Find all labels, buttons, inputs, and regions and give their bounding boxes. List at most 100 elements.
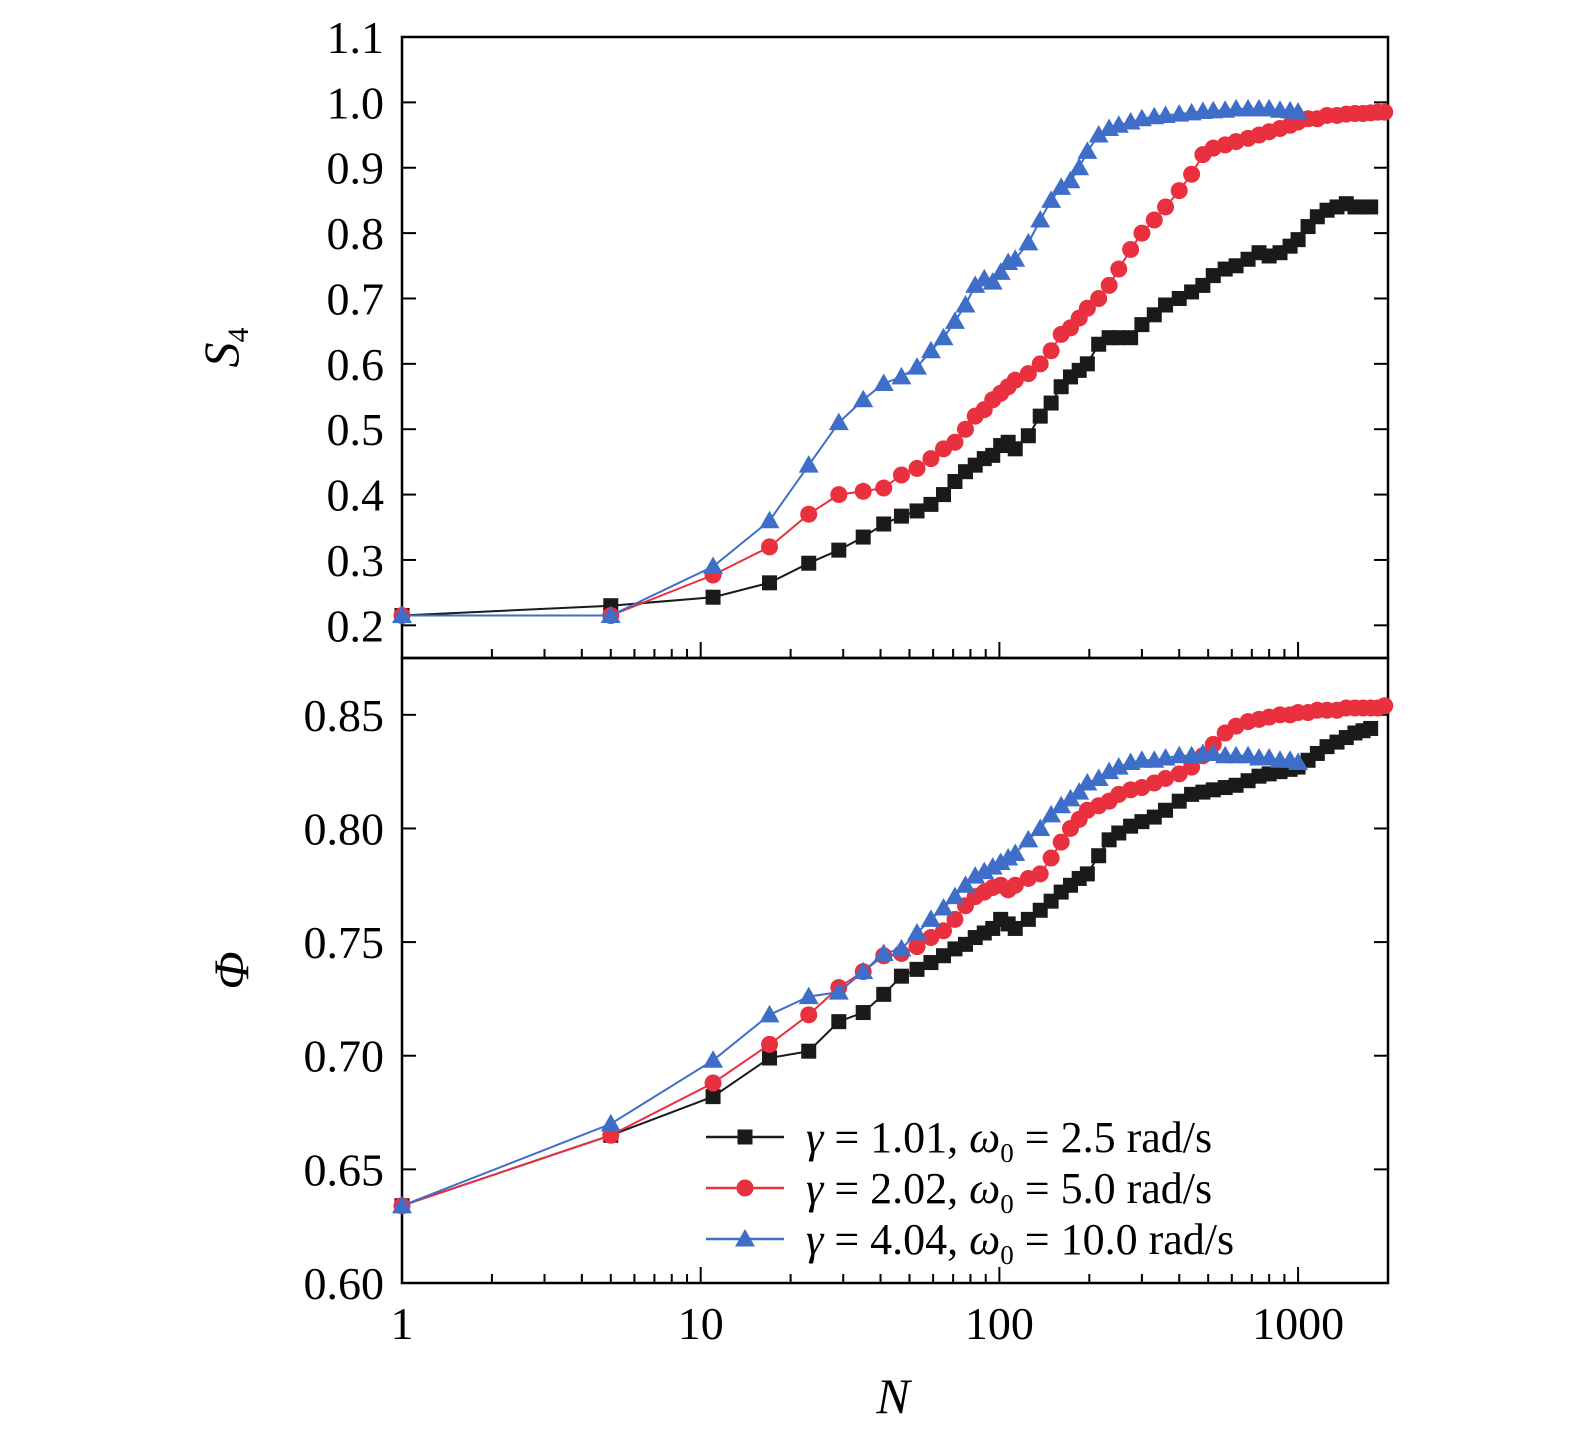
data-point <box>893 508 909 524</box>
data-point <box>1184 786 1200 802</box>
data-point <box>891 366 912 385</box>
data-point <box>1007 441 1023 457</box>
data-point <box>1133 224 1151 242</box>
data-point <box>1288 752 1309 771</box>
series-triangle <box>392 743 1309 1214</box>
data-point <box>907 357 928 375</box>
data-point <box>873 943 894 961</box>
y-tick-label: 0.60 <box>304 1258 385 1309</box>
plot-layer: 0.2 0.3 0.4 0.5 0.6 0.7 0.8 0.9 1.0 1.1 S4 0.60 0.65… <box>193 12 1394 1424</box>
data-point <box>1111 330 1127 346</box>
data-point <box>854 482 872 500</box>
data-point <box>600 1113 621 1132</box>
data-point <box>1158 297 1174 313</box>
data-point <box>761 538 779 556</box>
data-point <box>600 605 621 624</box>
data-point <box>1134 317 1150 333</box>
data-point <box>798 455 819 473</box>
plot-frame <box>400 656 1390 1285</box>
data-point <box>955 875 976 893</box>
y-tick-label: 0.8 <box>327 208 385 259</box>
data-point <box>1020 911 1036 927</box>
data-point <box>1376 697 1394 715</box>
data-point <box>1100 276 1118 294</box>
data-point <box>1155 105 1176 123</box>
data-point <box>1032 408 1048 424</box>
data-point <box>956 420 974 438</box>
data-point <box>1158 802 1174 818</box>
data-point <box>1203 743 1224 761</box>
y-tick-label: 0.85 <box>304 690 385 741</box>
data-point <box>1043 395 1059 411</box>
data-point <box>830 486 848 504</box>
data-point <box>1146 307 1162 323</box>
data-point <box>1051 177 1072 195</box>
legend-entry: γ = 4.04, ω0 = 10.0 rad/s <box>706 1215 1234 1270</box>
data-point <box>909 503 925 519</box>
data-point <box>1069 782 1090 800</box>
panel-bottom: 0.60 0.65 0.70 0.75 0.80 0.85 1 10 100 1000 N Φγ = … <box>203 656 1394 1424</box>
x-axis-title: N <box>875 1368 912 1424</box>
data-point <box>944 886 965 905</box>
legend-gamma-value: = 4.04, <box>823 1215 969 1264</box>
data-point <box>1205 782 1221 798</box>
legend-omega-sub: 0 <box>1000 1240 1014 1270</box>
legend-gamma-value: = 2.02, <box>823 1164 969 1213</box>
data-point <box>922 929 940 947</box>
data-point <box>392 605 412 624</box>
data-point <box>1157 198 1175 216</box>
data-point <box>944 311 965 329</box>
data-point <box>920 340 941 359</box>
y-tick-label: 0.2 <box>327 600 385 651</box>
data-point <box>933 327 954 346</box>
data-point <box>762 1050 778 1066</box>
data-point <box>705 1089 721 1105</box>
data-point <box>893 968 909 984</box>
legend-marker <box>737 1129 753 1145</box>
data-point <box>908 938 926 956</box>
x-tick-label: 10 <box>678 1298 724 1349</box>
y-tick-label: 0.4 <box>327 470 385 521</box>
y-tick-label: 0.70 <box>304 1031 385 1082</box>
y-tick-label: 0.6 <box>327 339 385 390</box>
y-tick-label: 0.9 <box>327 143 385 194</box>
data-point <box>923 955 939 971</box>
data-point <box>1134 814 1150 830</box>
data-point <box>1110 260 1128 278</box>
data-point <box>1019 365 1037 383</box>
data-point <box>1228 777 1244 793</box>
data-point <box>1077 773 1098 791</box>
series-square <box>394 196 1379 624</box>
legend-gamma: γ <box>806 1164 825 1213</box>
legend-omega-value: = 2.5 rad/s <box>1014 1113 1212 1162</box>
data-point <box>965 866 986 884</box>
data-point <box>1078 299 1096 317</box>
data-point <box>704 1074 722 1092</box>
data-point <box>974 861 995 880</box>
data-point <box>831 1014 847 1030</box>
data-point <box>705 589 721 605</box>
data-point <box>1091 848 1107 864</box>
data-point <box>982 272 1003 290</box>
data-point <box>801 555 817 571</box>
legend-omega: ω <box>969 1164 1000 1213</box>
y-tick-label: 0.7 <box>327 273 385 324</box>
data-point <box>853 389 874 408</box>
data-point <box>1363 720 1379 736</box>
data-point <box>936 948 952 964</box>
series-line <box>402 107 1299 617</box>
data-point <box>1079 356 1095 372</box>
data-point <box>761 1035 779 1053</box>
data-point <box>873 373 894 391</box>
x-tick-label: 1000 <box>1252 1298 1344 1349</box>
data-point <box>1205 268 1221 284</box>
data-point <box>1170 765 1188 783</box>
y-axis-title: S4 <box>193 328 255 368</box>
data-point <box>1041 804 1062 823</box>
data-point <box>1170 182 1188 200</box>
data-point <box>831 542 847 558</box>
data-point <box>1069 157 1090 176</box>
data-point <box>876 986 892 1002</box>
data-point <box>955 295 976 313</box>
data-point <box>1030 818 1051 836</box>
